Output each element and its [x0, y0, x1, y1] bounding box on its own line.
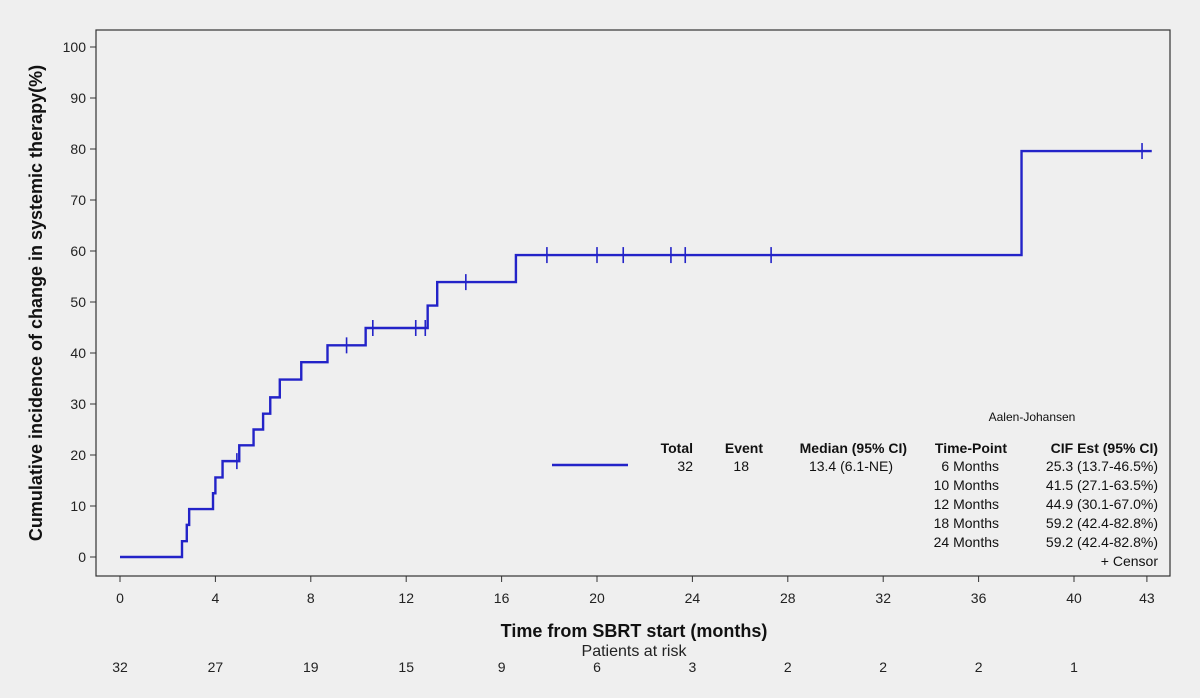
- legend-timepoint: 10 Months: [934, 477, 999, 493]
- x-tick-label: 32: [875, 590, 891, 606]
- risk-count: 9: [498, 659, 506, 675]
- legend-median: 13.4 (6.1-NE): [809, 458, 893, 474]
- risk-count: 19: [303, 659, 319, 675]
- legend-header-cif: CIF Est (95% CI): [1051, 440, 1158, 456]
- legend-timepoint: 6 Months: [941, 458, 999, 474]
- x-tick-label: 20: [589, 590, 605, 606]
- y-axis: 0 10 20 30 40 50 60 70 80 90 100: [63, 39, 96, 565]
- patients-at-risk-label: Patients at risk: [582, 643, 688, 660]
- legend-cif: 59.2 (42.4-82.8%): [1046, 534, 1158, 550]
- x-axis: 0 4 8 12 16 20 24 28 32 36 40 43: [116, 576, 1155, 606]
- legend-censor-key: + Censor: [1101, 553, 1159, 569]
- legend-timepoint: 24 Months: [934, 534, 999, 550]
- legend-total: 32: [677, 458, 693, 474]
- x-tick-label: 4: [212, 590, 220, 606]
- y-tick-label: 100: [63, 39, 87, 55]
- risk-count: 2: [784, 659, 792, 675]
- x-tick-label: 43: [1139, 590, 1155, 606]
- y-tick-label: 90: [70, 90, 86, 106]
- legend-cif: 44.9 (30.1-67.0%): [1046, 496, 1158, 512]
- risk-count: 1: [1070, 659, 1078, 675]
- risk-count: 2: [879, 659, 887, 675]
- patients-at-risk-row: 32 27 19 15 9 6 3 2 2 2 1: [112, 659, 1078, 675]
- legend-header-event: Event: [725, 440, 763, 456]
- legend-cif: 25.3 (13.7-46.5%): [1046, 458, 1158, 474]
- risk-count: 6: [593, 659, 601, 675]
- x-tick-label: 0: [116, 590, 124, 606]
- legend-timepoint: 18 Months: [934, 515, 999, 531]
- plot-frame: [95, 29, 1171, 577]
- risk-count: 27: [208, 659, 224, 675]
- x-tick-label: 16: [494, 590, 510, 606]
- y-axis-title: Cumulative incidence of change in system…: [26, 65, 46, 541]
- y-tick-label: 40: [70, 345, 86, 361]
- risk-count: 3: [689, 659, 697, 675]
- x-tick-label: 36: [971, 590, 987, 606]
- y-tick-label: 50: [70, 294, 86, 310]
- cif-step-line: [120, 149, 1152, 559]
- legend-header-median: Median (95% CI): [800, 440, 907, 456]
- cif-series: [120, 143, 1152, 559]
- risk-count: 32: [112, 659, 128, 675]
- y-tick-label: 30: [70, 396, 86, 412]
- legend-table: Aalen-Johansen Total Event Median (95% CI) T…: [552, 410, 1158, 569]
- legend-cif: 41.5 (27.1-63.5%): [1046, 477, 1158, 493]
- x-tick-label: 12: [398, 590, 414, 606]
- x-axis-title: Time from SBRT start (months): [501, 621, 768, 641]
- y-tick-label: 60: [70, 243, 86, 259]
- y-tick-label: 10: [70, 498, 86, 514]
- y-tick-label: 70: [70, 192, 86, 208]
- x-tick-label: 24: [685, 590, 701, 606]
- legend-timepoint: 12 Months: [934, 496, 999, 512]
- x-tick-label: 8: [307, 590, 315, 606]
- x-tick-label: 28: [780, 590, 796, 606]
- risk-count: 2: [975, 659, 983, 675]
- legend-header-total: Total: [661, 440, 693, 456]
- y-tick-label: 80: [70, 141, 86, 157]
- legend-event: 18: [733, 458, 749, 474]
- legend-header-timepoint: Time-Point: [935, 440, 1007, 456]
- legend-cif: 59.2 (42.4-82.8%): [1046, 515, 1158, 531]
- x-tick-label: 40: [1066, 590, 1082, 606]
- y-tick-label: 0: [78, 549, 86, 565]
- y-tick-label: 20: [70, 447, 86, 463]
- legend-method: Aalen-Johansen: [989, 410, 1076, 424]
- risk-count: 15: [398, 659, 414, 675]
